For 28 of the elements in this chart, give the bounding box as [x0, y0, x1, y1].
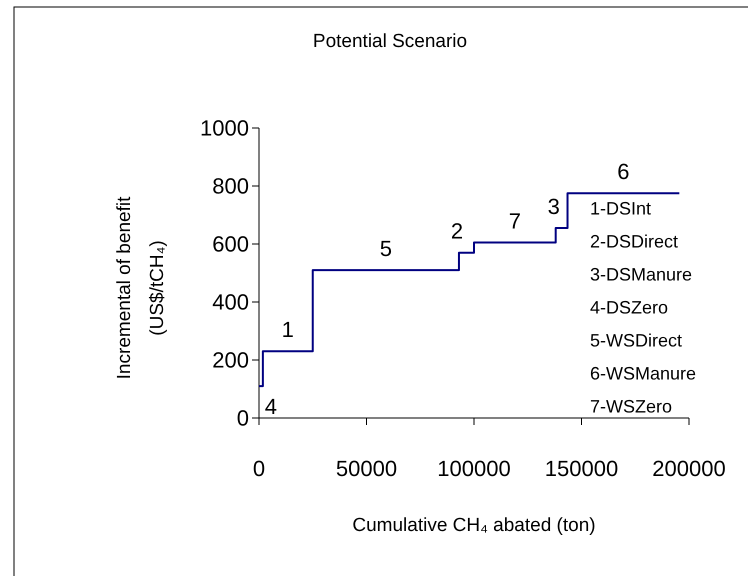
annotation: 3 — [548, 194, 560, 219]
annotation: 5-WSDirect — [590, 330, 682, 350]
x-tick-label: 200000 — [652, 456, 726, 481]
x-tick-label: 100000 — [437, 456, 511, 481]
annotation: 4 — [264, 394, 277, 419]
chart-title: Potential Scenario — [312, 31, 468, 52]
y-tick-label: 0 — [236, 406, 249, 431]
annotation: 7-WSZero — [590, 396, 672, 416]
x-axis-title: Cumulative CH₄ abated (ton) — [352, 515, 596, 536]
y-tick-label: 1000 — [200, 116, 249, 141]
annotation: 7 — [508, 208, 521, 234]
y-tick-label: 600 — [212, 232, 249, 257]
annotation: 1 — [282, 317, 294, 342]
annotation: 6 — [617, 158, 630, 184]
annotation: 6-WSManure — [590, 363, 696, 384]
annotation: 1-DSInt — [590, 198, 652, 218]
annotation: 4-DSZero — [590, 297, 668, 318]
annotation: 2-DSDirect — [590, 231, 678, 252]
x-tick-label: 150000 — [544, 456, 618, 481]
annotation: 5 — [380, 236, 392, 261]
x-tick-label: 50000 — [336, 456, 398, 481]
y-tick-label: 200 — [212, 348, 249, 373]
annotation: 3-DSManure — [590, 264, 692, 284]
y-tick-label: 400 — [212, 290, 249, 315]
y-tick-label: 800 — [212, 174, 249, 199]
annotation: 2 — [450, 218, 464, 244]
x-tick-label: 0 — [252, 456, 266, 481]
y-axis-title: Incremental of benefit (US$/tCH₄) — [114, 196, 168, 380]
